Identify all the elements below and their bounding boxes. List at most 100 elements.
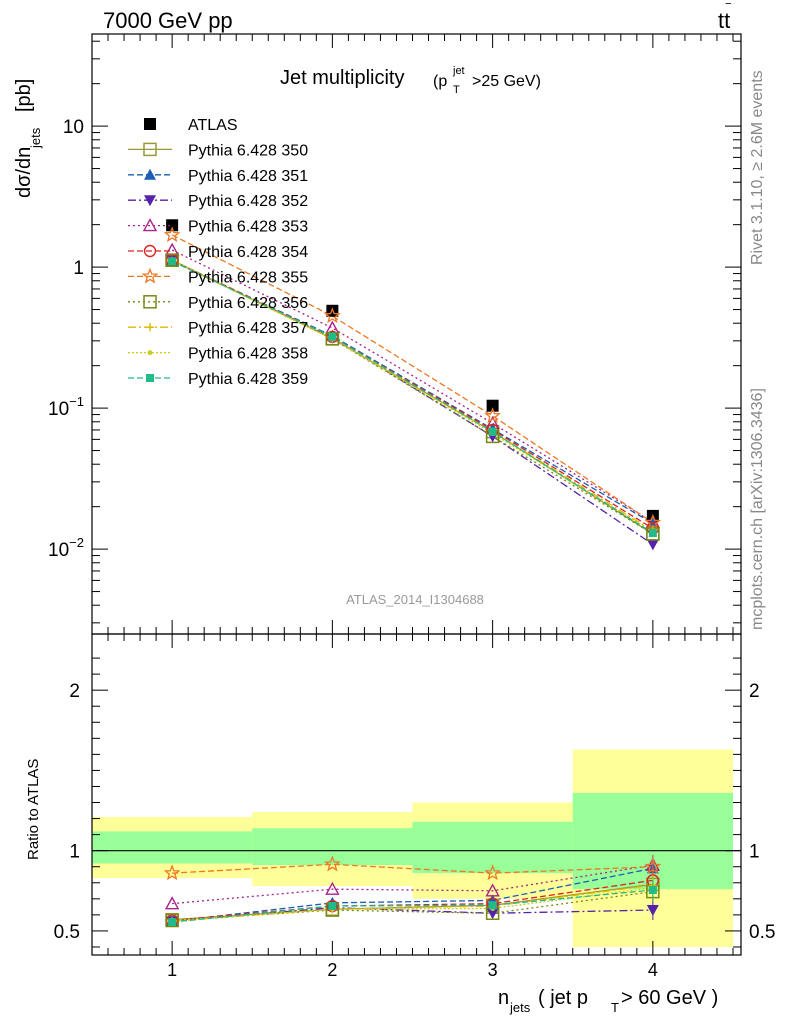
title-paren: (p [433, 73, 447, 90]
legend-marker [146, 323, 154, 332]
data-point-0-1 [166, 219, 179, 232]
title-rest: >25 GeV) [472, 73, 541, 90]
data-point-10-4 [648, 529, 657, 538]
ratio-line-3 [172, 864, 653, 905]
ratio-point-5-4 [644, 857, 662, 874]
ratio-frame [91, 633, 742, 956]
data-point-10-1 [168, 257, 177, 266]
legend-marker [143, 295, 157, 309]
ratio-y-tick-label-left: 0.5 [54, 922, 80, 943]
legend-entry: Pythia 6.428 352 [188, 193, 308, 210]
legend-entry: Pythia 6.428 350 [188, 142, 308, 159]
xlabel-sub: jets [509, 1000, 531, 1015]
legend-marker [144, 118, 156, 130]
x-tick-label: 1 [167, 960, 177, 980]
data-point-7-2 [325, 332, 340, 346]
ratio-point-3-3 [485, 883, 500, 897]
ratio-point-6-1 [165, 913, 179, 928]
plot-frames [91, 33, 742, 956]
series-line-2 [171, 260, 654, 525]
legend-entry: Pythia 6.428 358 [188, 346, 308, 363]
legend-marker [146, 374, 154, 382]
ratio-point-2-4 [646, 905, 659, 917]
legend-entry: Pythia 6.428 351 [188, 168, 308, 185]
legend-entry: Pythia 6.428 355 [188, 269, 308, 286]
legend-marker [147, 350, 153, 356]
legend: ATLAS Pythia 6.428 350 Pythia 6.428 351 Pyt… [128, 117, 308, 388]
ratio-line-5 [172, 863, 653, 874]
ratio-y-tick-label-right: 0.5 [749, 922, 775, 943]
top-ylabel-sub: jets [28, 127, 43, 149]
data-point-10-2 [328, 332, 337, 341]
series-markers [163, 219, 662, 928]
legend-marker [143, 244, 157, 258]
ratio-point-5-3 [484, 864, 501, 881]
y-tick-label: 10−1 [48, 394, 84, 420]
data-point-6-3 [484, 407, 501, 424]
legend-entry: Pythia 6.428 356 [188, 295, 308, 312]
top-ylabel-unit: [pb] [13, 79, 35, 112]
ratio-point-2-3 [486, 908, 499, 920]
y-tick-label: 1 [73, 258, 84, 279]
data-point-0-3 [486, 399, 499, 412]
series-line-10 [171, 260, 654, 534]
legend-marker [141, 267, 159, 284]
plot-title: Jet multiplicity (p jet T >25 GeV) [280, 65, 541, 96]
legend-marker [144, 168, 156, 180]
legend-marker [143, 142, 157, 157]
legend-entry: Pythia 6.428 357 [188, 320, 308, 337]
bottom-ylabel: Ratio to ATLAS [25, 759, 42, 860]
ratio-point-9-2 [328, 902, 337, 911]
ratio-point-9-1 [168, 918, 177, 927]
ratio-y-tick-label-left: 1 [69, 842, 80, 863]
xlabel-end: > 60 GeV ) [621, 987, 718, 1009]
ratio-point-5-2 [323, 855, 341, 872]
ratio-point-9-4 [648, 885, 657, 894]
series-line-9 [171, 259, 654, 533]
data-point-7-1 [165, 253, 179, 267]
legend-entry: Pythia 6.428 354 [188, 244, 308, 261]
y-tick-label: 10 [63, 117, 84, 138]
ratio-line-9 [172, 889, 653, 923]
ratio-point-9-3 [488, 901, 497, 910]
mcplots-text: mcplots.cern.ch [arXiv:1306.3436] [749, 388, 766, 630]
y-tick-label: 10−2 [48, 535, 84, 561]
ratio-point-3-2 [325, 881, 340, 895]
legend-entry: ATLAS [188, 117, 238, 134]
x-tick-label: 3 [488, 960, 498, 980]
ratio-y-tick-label-right: 1 [749, 842, 760, 863]
series-line-6 [171, 234, 654, 524]
legend-marker [142, 218, 158, 232]
xlabel-mid: ( jet p [538, 987, 588, 1009]
rivet-version-text: Rivet 3.1.10, ≥ 2.6M events [749, 70, 766, 265]
data-point-6-1 [163, 226, 181, 243]
band-inner-2 [252, 828, 413, 866]
title-main: Jet multiplicity [280, 67, 404, 89]
xlabel-main: n [498, 987, 509, 1009]
process-bar: ‾ [725, 1, 732, 17]
ratio-point-5-1 [163, 864, 181, 881]
xlabel: n jets ( jet p T > 60 GeV ) [498, 987, 718, 1015]
legend-marker [144, 195, 156, 207]
legend-entry: Pythia 6.428 353 [188, 219, 308, 236]
series-lines [171, 234, 654, 923]
process-label: tt [718, 8, 730, 33]
xlabel-sub2: T [611, 1000, 619, 1015]
data-point-10-3 [488, 427, 497, 436]
ratio-point-3-1 [164, 896, 180, 910]
top-ylabel-main: dσ/dn [13, 147, 35, 198]
ratio-y-tick-label-right: 2 [749, 681, 760, 702]
title-sub: T [453, 84, 460, 96]
series-line-5 [171, 259, 654, 530]
data-point-6-4 [644, 513, 662, 530]
band-inner-1 [92, 831, 253, 864]
energy-label: 7000 GeV pp [103, 8, 233, 33]
data-point-6-2 [323, 307, 341, 324]
data-point-3-4 [646, 539, 659, 551]
analysis-watermark: ATLAS_2014_I1304688 [346, 592, 484, 607]
legend-entry: Pythia 6.428 359 [188, 371, 308, 388]
top-ylabel: dσ/dn jets [pb] [13, 79, 43, 198]
axis-ticks: 1 2 3 4 10−2 10−1 1 10 0.5 0.5 1 1 2 2 [48, 34, 775, 980]
ratio-bands [92, 749, 741, 947]
